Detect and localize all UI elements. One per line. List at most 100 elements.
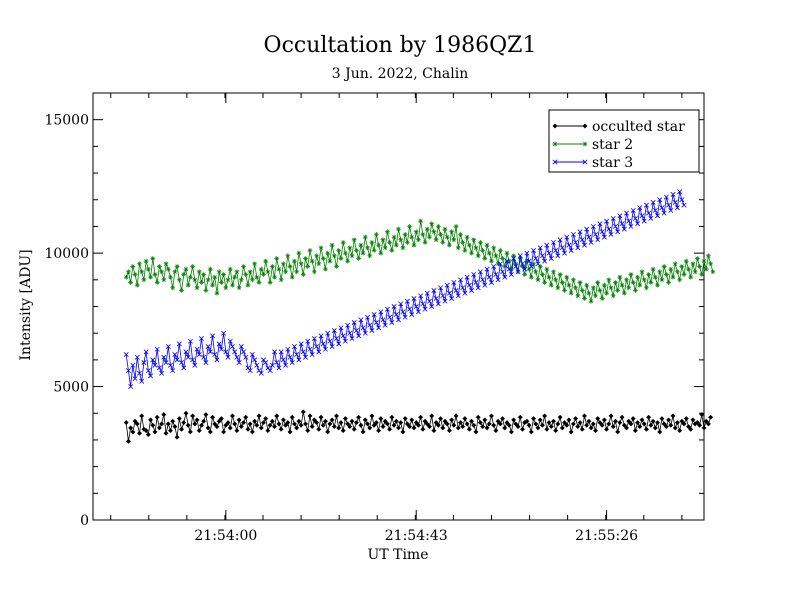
- data-point: [263, 360, 269, 366]
- data-point: [411, 242, 417, 248]
- data-point: [440, 293, 446, 299]
- data-point: [519, 261, 525, 267]
- data-point: [236, 285, 242, 291]
- legend-marker: [582, 123, 588, 129]
- data-point: [469, 288, 475, 293]
- data-point: [650, 199, 656, 205]
- data-point: [670, 191, 676, 197]
- data-point: [210, 282, 215, 288]
- data-point: [387, 426, 393, 432]
- data-point: [276, 421, 282, 427]
- data-point: [500, 256, 505, 261]
- data-point: [466, 242, 472, 248]
- data-point: [641, 421, 647, 427]
- data-point: [216, 418, 222, 424]
- data-point: [141, 277, 147, 283]
- data-point: [336, 341, 342, 347]
- data-point: [489, 258, 494, 264]
- data-point: [504, 250, 510, 256]
- data-point: [416, 237, 421, 243]
- data-point: [557, 272, 563, 277]
- data-point: [624, 277, 629, 283]
- data-point: [404, 240, 410, 245]
- data-point: [491, 422, 497, 428]
- data-point: [369, 328, 375, 334]
- data-point: [628, 223, 634, 229]
- data-point: [225, 420, 231, 426]
- data-point: [449, 229, 455, 235]
- data-point: [183, 349, 189, 355]
- data-point: [194, 346, 200, 352]
- legend-marker: [582, 141, 588, 147]
- data-point: [198, 422, 205, 428]
- data-point: [274, 256, 280, 261]
- data-point: [504, 420, 510, 426]
- data-point: [641, 218, 647, 224]
- data-point: [351, 237, 357, 243]
- data-point: [460, 240, 466, 245]
- data-point: [396, 226, 401, 232]
- data-point: [486, 421, 492, 427]
- data-point: [654, 420, 661, 426]
- data-point: [238, 424, 244, 430]
- data-point: [218, 280, 224, 285]
- data-point: [577, 420, 583, 426]
- data-point: [637, 424, 643, 430]
- data-point: [446, 290, 452, 296]
- data-point: [145, 266, 151, 272]
- data-point: [579, 288, 585, 293]
- data-point: [139, 269, 145, 275]
- data-point: [163, 360, 169, 366]
- data-point: [210, 333, 216, 339]
- data-point: [617, 420, 623, 426]
- data-point: [550, 418, 557, 424]
- data-point: [218, 346, 224, 352]
- data-point: [145, 432, 151, 438]
- data-point: [409, 234, 415, 240]
- data-point: [586, 290, 592, 296]
- data-point: [677, 277, 683, 283]
- data-point: [353, 420, 359, 426]
- data-point: [484, 266, 490, 272]
- data-point: [258, 266, 264, 272]
- data-point: [148, 274, 153, 280]
- data-point: [126, 269, 131, 275]
- data-point: [484, 425, 490, 431]
- data-point: [429, 413, 435, 419]
- data-point: [424, 421, 430, 427]
- data-point: [201, 418, 207, 424]
- data-point: [221, 429, 227, 435]
- data-point: [506, 266, 512, 272]
- data-point: [652, 207, 658, 213]
- data-point: [227, 266, 233, 272]
- data-point: [283, 422, 289, 428]
- data-point: [418, 414, 424, 420]
- data-point: [190, 357, 196, 363]
- data-point: [340, 428, 346, 434]
- data-point: [657, 269, 663, 275]
- data-point: [170, 368, 176, 374]
- data-point: [376, 428, 382, 434]
- data-point: [557, 414, 563, 420]
- data-point: [307, 413, 313, 419]
- data-point: [453, 413, 459, 419]
- data-point: [183, 410, 189, 416]
- data-point: [692, 269, 698, 275]
- data-point: [196, 269, 202, 275]
- data-point: [234, 428, 240, 434]
- data-point: [650, 266, 656, 272]
- data-point: [564, 234, 570, 240]
- data-point: [661, 210, 667, 216]
- data-point: [615, 429, 621, 435]
- data-point: [398, 420, 404, 426]
- data-point: [365, 314, 370, 320]
- x-tick-label: 21:54:43: [385, 528, 448, 544]
- data-point: [198, 336, 204, 342]
- data-point: [535, 261, 541, 267]
- data-point: [291, 344, 297, 350]
- data-point: [502, 425, 508, 431]
- data-point: [418, 293, 424, 299]
- data-point: [422, 240, 428, 245]
- data-point: [500, 269, 506, 275]
- data-point: [269, 362, 275, 368]
